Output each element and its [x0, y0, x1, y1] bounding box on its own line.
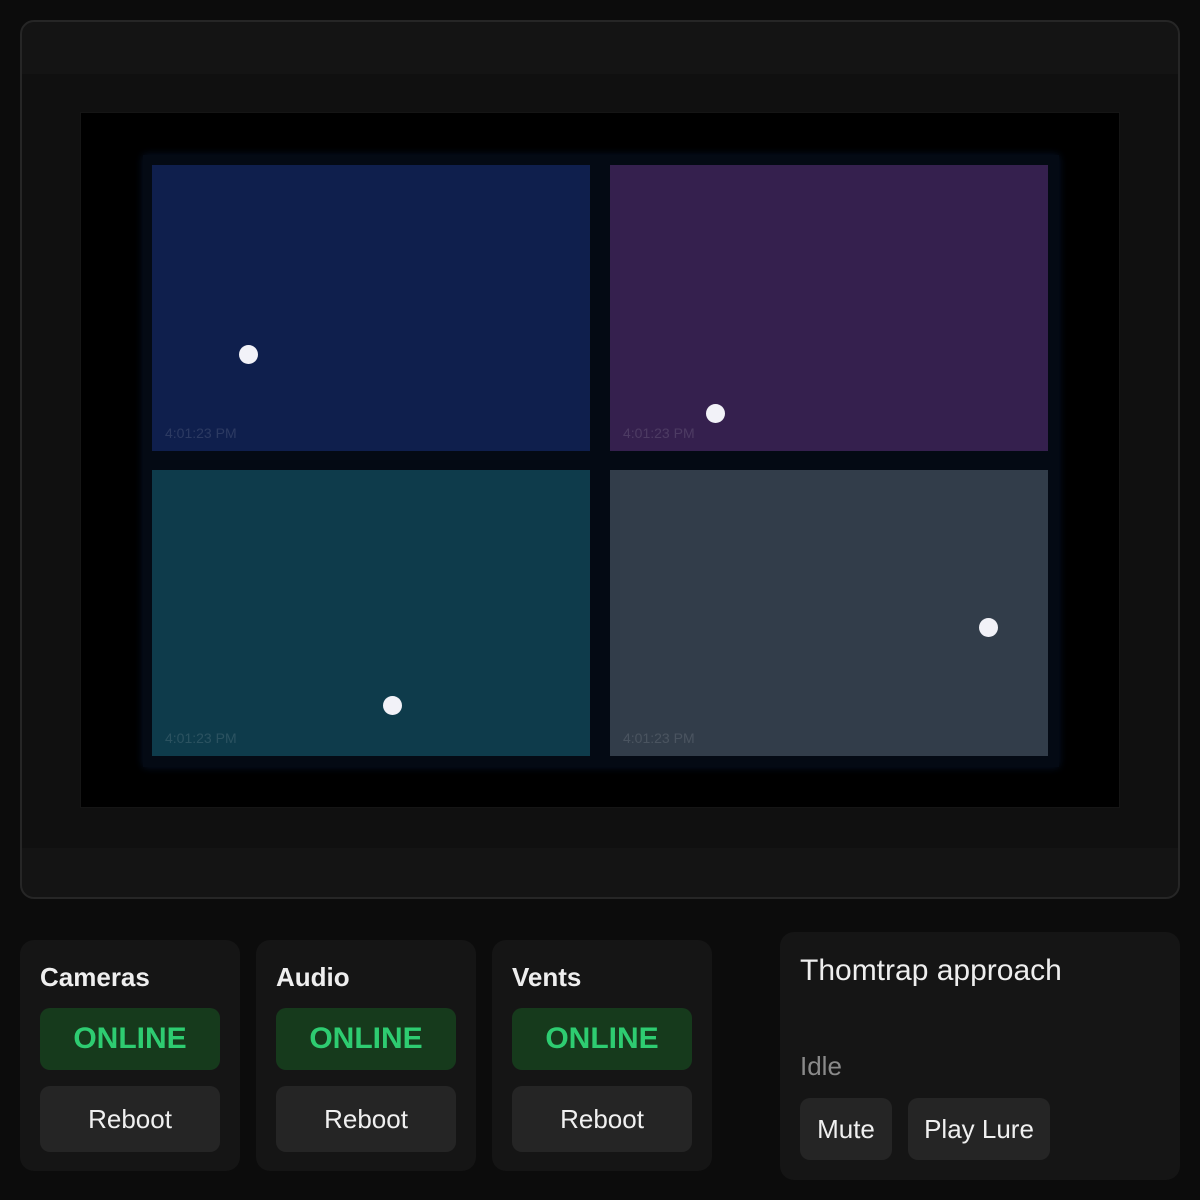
camera-feed-3[interactable]: 4:01:23 PM [152, 470, 590, 756]
motion-blip [239, 345, 258, 364]
status-badge: ONLINE [512, 1008, 692, 1070]
camera-monitor-panel: 4:01:23 PM 4:01:23 PM 4:01:23 PM 4:01:23… [20, 20, 1180, 899]
motion-blip [979, 618, 998, 637]
feed-timestamp: 4:01:23 PM [165, 730, 237, 746]
mute-button[interactable]: Mute [800, 1098, 892, 1160]
reboot-button[interactable]: Reboot [40, 1086, 220, 1152]
reboot-button[interactable]: Reboot [276, 1086, 456, 1152]
play-lure-button[interactable]: Play Lure [908, 1098, 1050, 1160]
status-badge: ONLINE [276, 1008, 456, 1070]
feed-timestamp: 4:01:23 PM [623, 730, 695, 746]
system-title: Vents [512, 962, 582, 992]
motion-blip [706, 404, 725, 423]
monitor-screen: 4:01:23 PM 4:01:23 PM 4:01:23 PM 4:01:23… [80, 112, 1120, 808]
camera-grid: 4:01:23 PM 4:01:23 PM 4:01:23 PM 4:01:23… [143, 155, 1059, 767]
camera-feed-2[interactable]: 4:01:23 PM [610, 165, 1048, 451]
camera-feed-1[interactable]: 4:01:23 PM [152, 165, 590, 451]
system-title: Audio [276, 962, 350, 992]
monitor-frame: 4:01:23 PM 4:01:23 PM 4:01:23 PM 4:01:23… [22, 74, 1178, 848]
motion-blip [383, 696, 402, 715]
status-badge: ONLINE [40, 1008, 220, 1070]
threat-card: Thomtrap approach Idle Mute Play Lure [780, 932, 1180, 1180]
feed-timestamp: 4:01:23 PM [165, 425, 237, 441]
feed-timestamp: 4:01:23 PM [623, 425, 695, 441]
system-card-audio: Audio ONLINE Reboot [256, 940, 476, 1171]
system-card-cameras: Cameras ONLINE Reboot [20, 940, 240, 1171]
threat-title: Thomtrap approach [800, 954, 1062, 987]
camera-feed-4[interactable]: 4:01:23 PM [610, 470, 1048, 756]
system-title: Cameras [40, 962, 150, 992]
threat-state: Idle [800, 1051, 842, 1081]
system-card-vents: Vents ONLINE Reboot [492, 940, 712, 1171]
reboot-button[interactable]: Reboot [512, 1086, 692, 1152]
